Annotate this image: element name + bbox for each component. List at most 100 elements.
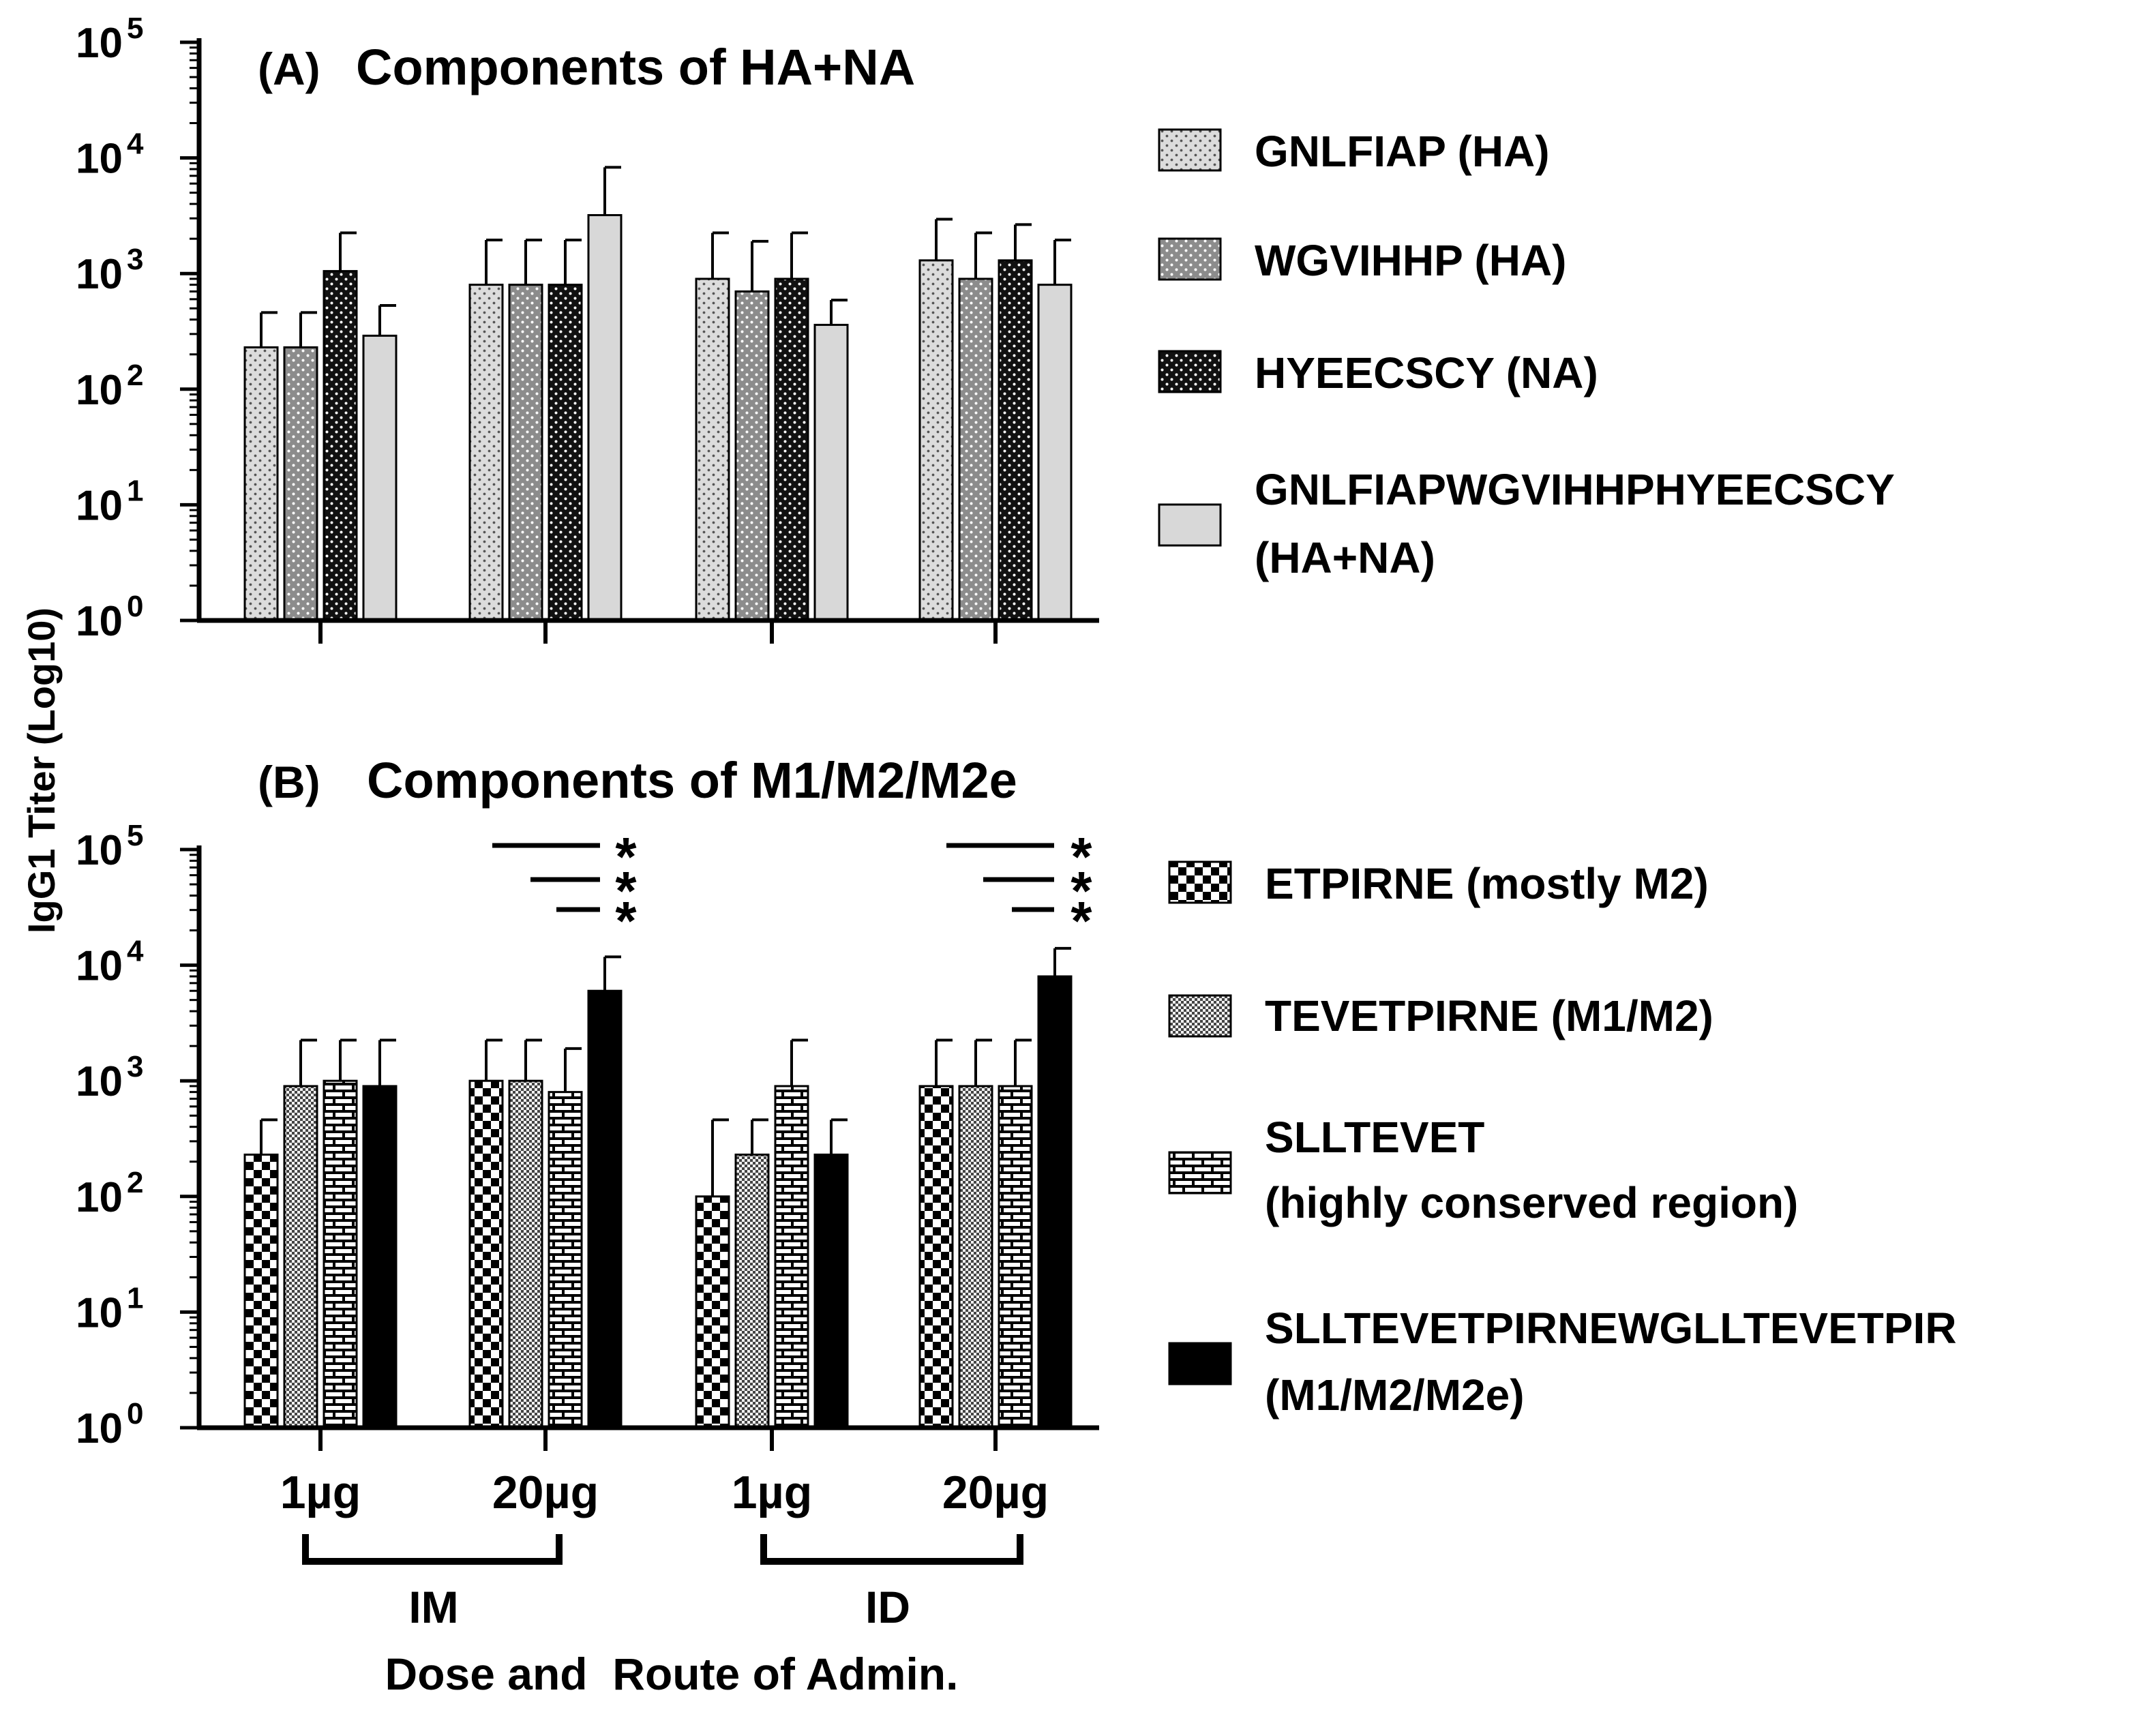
y-tick-label-b-3: 10 bbox=[76, 1058, 123, 1105]
y-tick-label-b-2: 10 bbox=[76, 1174, 123, 1221]
y-tick-label-b-1: 10 bbox=[76, 1289, 123, 1336]
sig-star-1-2: * bbox=[615, 860, 637, 921]
y-tick-label-a-2: 10 bbox=[76, 367, 123, 414]
x-category-label-3: 1µg bbox=[732, 1467, 813, 1518]
y-tick-label-b-0: 10 bbox=[76, 1405, 123, 1452]
y-axis-title: IgG1 Titer (Log10) bbox=[20, 608, 63, 933]
legend-a-label-4-line-1: GNLFIAPWGVIHHPHYEECSCY bbox=[1255, 465, 1895, 514]
legend-b-label-4-line-1: SLLTEVETPIRNEWGLLTEVETPIR bbox=[1265, 1304, 1957, 1353]
x-axis-title: Dose and Route of Admin. bbox=[385, 1649, 959, 1699]
bar-b-s4-c3 bbox=[813, 1153, 849, 1429]
y-tick-exp-b-4: 4 bbox=[127, 935, 144, 968]
legend-a-swatch-2 bbox=[1158, 237, 1222, 281]
legend-b-label-3-line-2: (highly conserved region) bbox=[1265, 1178, 1798, 1227]
bar-b-s2-c1 bbox=[283, 1085, 318, 1429]
sig-star-2-3: * bbox=[1070, 890, 1092, 951]
legend-b: ETPIRNE (mostly M2) TEVETPIRNE (M1/M2) S… bbox=[1168, 859, 1957, 1420]
legend-b-label-1: ETPIRNE (mostly M2) bbox=[1265, 859, 1709, 908]
panel-b-bars bbox=[243, 975, 1073, 1429]
bar-b-s2-c4 bbox=[958, 1085, 993, 1429]
legend-a: GNLFIAP (HA) WGVIHHP (HA) HYEECSCY (NA) … bbox=[1158, 127, 1895, 582]
group-label-id: ID bbox=[865, 1582, 910, 1632]
sig-star-1-3: * bbox=[615, 890, 637, 951]
bar-a-s3-c2 bbox=[548, 284, 583, 622]
legend-a-label-1: GNLFIAP (HA) bbox=[1255, 127, 1550, 176]
y-tick-exp-b-0: 0 bbox=[127, 1397, 143, 1430]
legend-b-label-4-line-2: (M1/M2/M2e) bbox=[1265, 1370, 1525, 1420]
panel-a-label: (A) bbox=[258, 44, 320, 94]
y-tick-exp-b-5: 5 bbox=[127, 819, 143, 852]
legend-b-swatch-4 bbox=[1168, 1342, 1232, 1385]
bar-a-s3-c4 bbox=[998, 259, 1033, 622]
panel-b-title: Components of M1/M2/M2e bbox=[367, 752, 1017, 809]
bar-a-s2-c4 bbox=[958, 278, 993, 622]
bar-b-s4-c2 bbox=[587, 989, 623, 1429]
y-tick-exp-a-3: 3 bbox=[127, 243, 143, 276]
bar-b-s3-c4 bbox=[998, 1085, 1033, 1429]
bar-a-s3-c3 bbox=[774, 278, 809, 622]
y-tick-label-a-0: 10 bbox=[76, 598, 123, 645]
y-tick-label-a-1: 10 bbox=[76, 482, 123, 529]
sig-star-2-2: * bbox=[1070, 860, 1092, 921]
legend-a-swatch-3 bbox=[1158, 350, 1222, 393]
legend-b-label-2: TEVETPIRNE (M1/M2) bbox=[1265, 991, 1713, 1040]
y-tick-exp-a-2: 2 bbox=[127, 359, 143, 392]
legend-b-swatch-1 bbox=[1168, 860, 1232, 904]
y-tick-label-a-3: 10 bbox=[76, 251, 123, 298]
bar-a-s4-c2 bbox=[587, 214, 623, 622]
y-tick-label-a-5: 10 bbox=[76, 20, 123, 67]
panel-b-error-bars bbox=[260, 946, 1071, 1197]
bar-b-s3-c2 bbox=[548, 1091, 583, 1429]
bar-a-s2-c2 bbox=[508, 284, 543, 622]
x-category-label-1: 1µg bbox=[280, 1467, 361, 1518]
bar-b-s1-c2 bbox=[468, 1079, 504, 1429]
bar-a-s2-c3 bbox=[734, 290, 770, 622]
bar-b-s2-c3 bbox=[734, 1153, 770, 1429]
panel-b-label: (B) bbox=[258, 757, 320, 807]
legend-a-label-2: WGVIHHP (HA) bbox=[1255, 236, 1566, 285]
bar-a-s4-c3 bbox=[813, 323, 849, 622]
group-bracket-id bbox=[760, 1534, 1023, 1565]
panel-a-bars bbox=[243, 214, 1073, 622]
bar-b-s4-c4 bbox=[1037, 975, 1073, 1429]
bar-a-s1-c1 bbox=[243, 346, 279, 622]
panel-a-title: Components of HA+NA bbox=[356, 39, 915, 95]
group-label-im: IM bbox=[408, 1582, 458, 1632]
y-tick-label-a-4: 10 bbox=[76, 136, 123, 183]
y-tick-exp-a-5: 5 bbox=[127, 12, 143, 45]
y-tick-exp-a-4: 4 bbox=[127, 127, 144, 161]
bar-b-s1-c4 bbox=[918, 1085, 954, 1429]
x-category-label-4: 20µg bbox=[942, 1467, 1049, 1518]
legend-b-swatch-3 bbox=[1168, 1151, 1232, 1195]
bar-b-s4-c1 bbox=[362, 1085, 398, 1429]
legend-a-label-3: HYEECSCY (NA) bbox=[1255, 348, 1598, 397]
bar-b-s3-c1 bbox=[323, 1079, 358, 1429]
bar-a-s2-c1 bbox=[283, 346, 318, 622]
y-tick-exp-b-2: 2 bbox=[127, 1166, 143, 1199]
legend-b-label-3-line-1: SLLTEVET bbox=[1265, 1113, 1484, 1162]
sig-star-1-1: * bbox=[615, 826, 637, 887]
y-tick-exp-a-0: 0 bbox=[127, 590, 143, 623]
bar-b-s1-c3 bbox=[695, 1195, 730, 1429]
bar-a-s1-c4 bbox=[918, 259, 954, 622]
y-tick-exp-b-1: 1 bbox=[127, 1281, 143, 1315]
x-category-label-2: 20µg bbox=[492, 1467, 599, 1518]
bar-a-s4-c4 bbox=[1037, 284, 1073, 622]
significance-markers: ****** bbox=[492, 826, 1092, 951]
legend-a-label-4-line-2: (HA+NA) bbox=[1255, 533, 1435, 582]
legend-b-swatch-2 bbox=[1168, 994, 1232, 1038]
legend-a-swatch-1 bbox=[1158, 128, 1222, 172]
panel-a-error-bars bbox=[260, 166, 1071, 348]
y-tick-label-b-4: 10 bbox=[76, 943, 123, 990]
sig-star-2-1: * bbox=[1070, 826, 1092, 887]
bar-a-s4-c1 bbox=[362, 334, 398, 622]
legend-a-swatch-4 bbox=[1158, 503, 1222, 547]
y-tick-exp-a-1: 1 bbox=[127, 474, 143, 507]
bar-b-s3-c3 bbox=[774, 1085, 809, 1429]
bar-b-s1-c1 bbox=[243, 1153, 279, 1429]
